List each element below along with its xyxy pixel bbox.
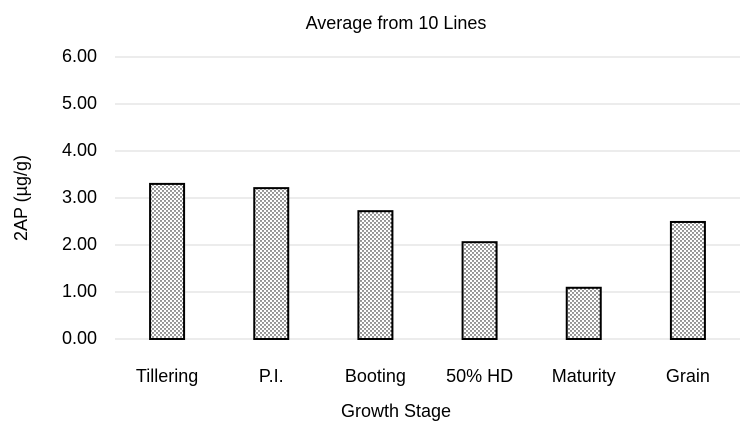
bar [149,182,186,340]
x-tick-label: Booting [345,366,406,386]
y-tick-label: 5.00 [62,93,97,113]
y-tick-label: 6.00 [62,46,97,66]
y-axis-title: 2AP (µg/g) [11,155,31,241]
y-tick-label: 0.00 [62,328,97,348]
bar [669,220,706,340]
y-tick-label: 3.00 [62,187,97,207]
y-tick-label: 4.00 [62,140,97,160]
x-tick-label: Grain [666,366,710,386]
bar [253,187,290,340]
x-axis-title: Growth Stage [341,401,451,421]
y-tick-label: 2.00 [62,234,97,254]
y-tick-label: 1.00 [62,281,97,301]
bar [357,210,394,340]
x-tick-label: P.I. [259,366,284,386]
x-tick-label: Tillering [136,366,198,386]
chart-title: Average from 10 Lines [306,13,487,33]
x-tick-label: Maturity [552,366,616,386]
bar [461,241,498,340]
bar [565,286,602,340]
x-tick-label: 50% HD [446,366,513,386]
